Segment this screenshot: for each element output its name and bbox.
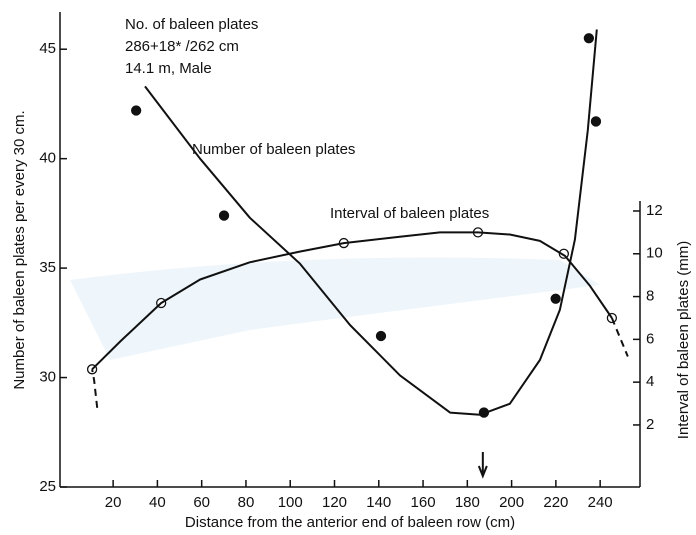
y2-tick-label: 2 (646, 416, 654, 433)
y2-tick-label: 4 (646, 373, 654, 390)
point (131, 105, 142, 116)
y2-tick-label: 8 (646, 288, 654, 305)
x-tick-label: 60 (193, 494, 210, 511)
y2-tick-label: 12 (646, 202, 663, 219)
x-tick-label: 200 (499, 494, 524, 511)
note: 286+18* /262 cm (125, 38, 239, 55)
curve-label: Interval of baleen plates (330, 205, 489, 222)
y-tick-label: 35 (39, 259, 56, 276)
x-tick-label: 40 (149, 494, 166, 511)
curve (91, 231, 613, 371)
point (590, 116, 602, 127)
x-tick-label: 160 (411, 494, 436, 511)
curve (91, 369, 99, 408)
note: No. of baleen plates (125, 16, 258, 33)
y-axis-label: Number of baleen plates per every 30 cm. (11, 110, 28, 389)
y2-tick-label: 10 (646, 245, 663, 262)
x-tick-label: 120 (322, 494, 347, 511)
y-tick-label: 30 (39, 369, 56, 386)
x-tick-label: 100 (278, 494, 303, 511)
curve (610, 317, 629, 357)
x-tick-label: 20 (105, 494, 122, 511)
y2-tick-label: 6 (646, 330, 654, 347)
y-tick-label: 40 (39, 150, 56, 167)
point (583, 33, 595, 44)
y-tick-label: 45 (39, 40, 56, 57)
note: 14.1 m, Male (125, 60, 212, 77)
point (375, 330, 387, 342)
x-axis-label: Distance from the anterior end of baleen… (185, 514, 515, 531)
x-tick-label: 220 (543, 494, 568, 511)
x-tick-label: 140 (366, 494, 391, 511)
arrow (477, 452, 488, 479)
x-tick-label: 80 (238, 494, 255, 511)
x-tick-label: 180 (455, 494, 480, 511)
y2-axis-label: Interval of baleen plates (mm) (675, 241, 692, 439)
curve (144, 29, 598, 416)
y-tick-label: 25 (39, 478, 56, 495)
curve-label: Number of baleen plates (192, 141, 355, 158)
point (550, 293, 561, 304)
x-tick-label: 240 (588, 494, 613, 511)
point (218, 210, 230, 221)
background-silhouette (70, 257, 600, 360)
